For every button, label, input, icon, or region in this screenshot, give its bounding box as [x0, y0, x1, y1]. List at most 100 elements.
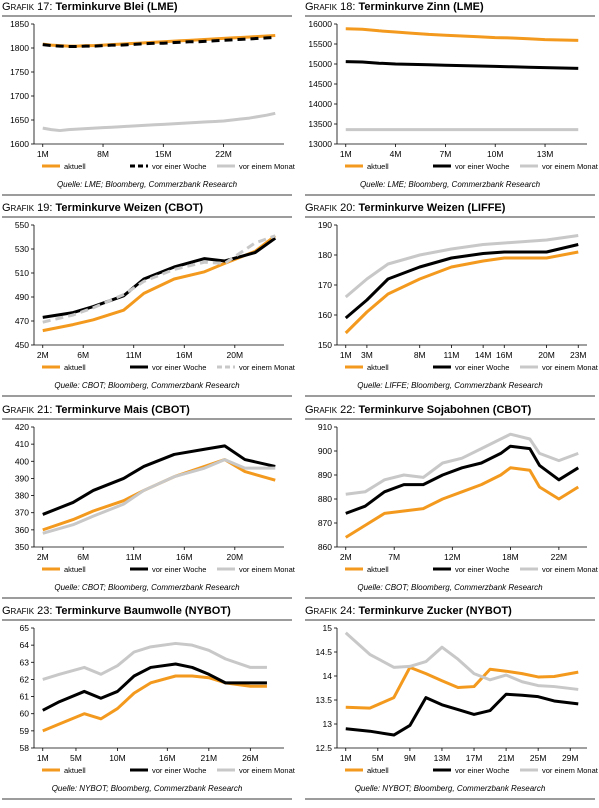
y-tick-label: 1600 — [10, 139, 29, 149]
series-line — [344, 234, 579, 299]
chart-title: Grafik 20: Terminkurve Weizen (LIFFE) — [305, 201, 505, 217]
chart-panel: Grafik 21: Terminkurve Mais (CBOT) 350 36… — [2, 403, 296, 599]
bottom-rule — [305, 798, 595, 800]
y-tick-label: 62 — [20, 674, 30, 684]
x-tick-label: 2M — [37, 552, 49, 562]
legend-label: aktuell — [64, 363, 86, 372]
y-tick-label: 450 — [15, 340, 29, 350]
y-tick-label: 1800 — [10, 43, 29, 53]
y-tick-label: 880 — [318, 494, 332, 504]
x-tick-label: 7M — [439, 149, 451, 159]
title-rule — [2, 619, 292, 621]
y-tick-label: 490 — [15, 292, 29, 302]
legend-label: vor einer Woche — [455, 565, 509, 574]
y-tick-label: 58 — [20, 743, 30, 753]
legend-label: vor einem Monat — [542, 766, 599, 775]
series-line — [344, 243, 579, 320]
x-tick-label: 6M — [77, 350, 89, 360]
y-tick-label: 65 — [20, 623, 30, 633]
y-tick-label: 900 — [318, 446, 332, 456]
legend-label: vor einem Monat — [239, 162, 296, 171]
x-tick-label: 14M — [475, 350, 492, 360]
chart-title: Grafik 24: Terminkurve Zucker (NYBOT) — [305, 604, 512, 620]
chart-label: Grafik 24: — [305, 605, 356, 617]
y-tick-label: 180 — [318, 250, 332, 260]
legend-label: vor einer Woche — [455, 363, 509, 372]
y-tick-label: 170 — [318, 280, 332, 290]
chart-name: Terminkurve Weizen (CBOT) — [55, 202, 204, 214]
bottom-rule — [305, 395, 595, 397]
x-tick-label: 13M — [434, 753, 451, 763]
x-tick-label: 3M — [361, 350, 373, 360]
chart-source: Quelle: CBOT; Bloomberg, Commerzbank Res… — [54, 381, 240, 390]
y-tick-label: 14 — [323, 671, 333, 681]
bottom-rule — [305, 194, 595, 196]
legend-label: aktuell — [367, 766, 389, 775]
line-chart: 150 160 170 180 190 1M 3M 8M 11M 14M 16M 20M 23M aktu… — [318, 220, 599, 372]
x-tick-label: 11M — [443, 350, 459, 360]
series-line — [42, 662, 267, 712]
y-tick-label: 1750 — [10, 67, 29, 77]
series-line — [345, 692, 579, 737]
line-chart: 12.5 13 13.5 14 14.5 15 1M 5M 9M 13M 17M 21M 25M 29M a… — [315, 623, 598, 775]
y-tick-label: 15 — [323, 623, 333, 633]
legend-label: vor einem Monat — [239, 766, 296, 775]
series-line — [42, 458, 276, 535]
chart-name: Terminkurve Mais (CBOT) — [55, 404, 190, 416]
y-tick-label: 360 — [15, 525, 29, 535]
x-tick-label: 12M — [444, 552, 461, 562]
series-line — [42, 111, 276, 133]
x-tick-label: 26M — [242, 753, 259, 763]
chart-label: Grafik 21: — [2, 404, 53, 416]
y-tick-label: 530 — [15, 244, 29, 254]
bottom-rule — [2, 395, 292, 397]
y-tick-label: 12.5 — [315, 743, 332, 753]
chart-title: Grafik 21: Terminkurve Mais (CBOT) — [2, 403, 190, 419]
chart-title: Grafik 18: Terminkurve Zinn (LME) — [305, 0, 484, 16]
series-line — [42, 458, 276, 532]
y-tick-label: 860 — [318, 542, 332, 552]
series-line — [42, 236, 277, 319]
title-rule — [2, 216, 292, 218]
x-tick-label: 1M — [37, 149, 49, 159]
y-tick-label: 15000 — [308, 59, 332, 69]
chart-label: Grafik 19: — [2, 202, 53, 214]
chart-source: Quelle: NYBOT; Bloomberg, Commerzbank Re… — [354, 784, 546, 793]
line-chart: 58 59 60 61 62 63 64 65 1M 5M 10M 16M 21M 26M aktuell v… — [20, 623, 296, 775]
legend-label: aktuell — [367, 565, 389, 574]
chart-source: Quelle: CBOT; Bloomberg, Commerzbank Res… — [54, 583, 240, 592]
y-tick-label: 910 — [318, 422, 332, 432]
y-tick-label: 1700 — [10, 91, 29, 101]
series-line — [345, 444, 580, 515]
x-tick-label: 1M — [340, 753, 352, 763]
legend-label: vor einer Woche — [152, 162, 206, 171]
x-tick-label: 13M — [537, 149, 554, 159]
x-tick-label: 16M — [176, 552, 193, 562]
chart-panel: Grafik 24: Terminkurve Zucker (NYBOT) 12… — [305, 604, 599, 800]
title-rule — [305, 619, 595, 621]
chart-panel: Grafik 22: Terminkurve Sojabohnen (CBOT)… — [305, 403, 599, 599]
legend-label: vor einer Woche — [455, 162, 509, 171]
bottom-rule — [2, 798, 292, 800]
x-tick-label: 11M — [126, 350, 142, 360]
chart-name: Terminkurve Zinn (LME) — [358, 1, 484, 13]
title-rule — [305, 418, 595, 420]
y-tick-label: 190 — [318, 220, 332, 230]
chart-panel: Grafik 17: Terminkurve Blei (LME) 1600 16… — [2, 0, 296, 196]
line-chart: 450 470 490 510 530 550 2M 6M 11M 16M 20M aktuell vo… — [15, 220, 296, 372]
series-line — [344, 466, 580, 539]
y-tick-label: 890 — [318, 470, 332, 480]
y-tick-label: 13000 — [308, 139, 332, 149]
x-tick-label: 25M — [530, 753, 547, 763]
series-line — [42, 641, 267, 681]
legend-label: vor einer Woche — [455, 766, 509, 775]
y-tick-label: 370 — [15, 508, 29, 518]
line-chart: 13000 13500 14000 14500 15000 15500 16000 1M 4M 7… — [308, 19, 598, 171]
legend-label: vor einer Woche — [152, 565, 206, 574]
chart-source: Quelle: LME; Bloomberg, Commerzbank Rese… — [56, 180, 238, 189]
legend-label: vor einer Woche — [152, 363, 206, 372]
x-tick-label: 2M — [340, 552, 352, 562]
y-tick-label: 420 — [15, 422, 29, 432]
x-tick-label: 5M — [372, 753, 384, 763]
chart-name: Terminkurve Weizen (LIFFE) — [358, 202, 506, 214]
